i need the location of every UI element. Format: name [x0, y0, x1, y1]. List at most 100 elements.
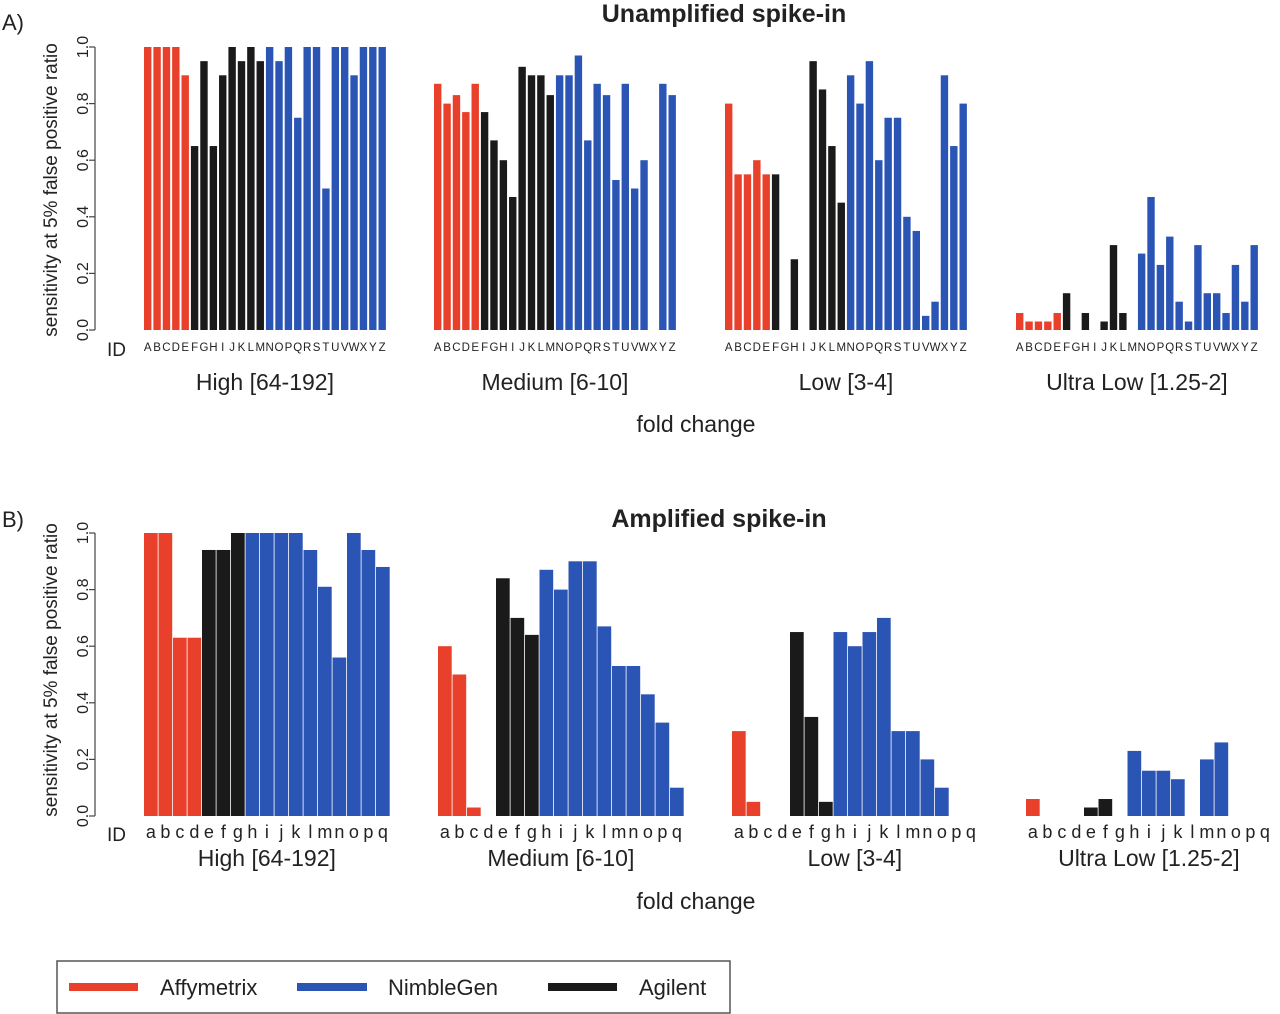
- panel-b-bar-2-m: [612, 666, 626, 816]
- panel-b-id-1-l: l: [308, 822, 312, 842]
- panel-b-id-4-i: i: [1147, 822, 1151, 842]
- panel-a-bar-3-H: [790, 259, 799, 330]
- panel-a-id-2-V: V: [631, 342, 639, 354]
- panel-a-id-4-Y: Y: [1241, 342, 1249, 354]
- panel-a-bar-3-P: [865, 61, 874, 331]
- panel-a-bar-1-B: [153, 47, 161, 330]
- panel-b-id-3-c: c: [763, 822, 772, 842]
- panel-a-bar-2-H: [499, 160, 508, 330]
- panel-b-ylabel: sensitivity at 5% false positive ratio: [41, 523, 62, 817]
- panel-a-bar-3-A: [725, 103, 733, 330]
- panel-a-bar-1-S: [312, 47, 321, 330]
- panel-a-bar-2-M: [546, 95, 554, 330]
- panel-a-id-2-A: A: [434, 342, 442, 354]
- panel-a-bar-2-V: [630, 188, 639, 330]
- panel-a-bar-2-G: [490, 140, 498, 330]
- panel-b-id-2-b: b: [454, 822, 464, 842]
- panel-b-id-2-q: q: [672, 822, 682, 842]
- panel-a-bar-4-L: [1119, 313, 1127, 330]
- panel-b-id-4-l: l: [1190, 822, 1194, 842]
- panel-a-bar-3-X: [940, 75, 949, 330]
- panel-a-bar-1-H: [209, 146, 218, 330]
- panel-a-id-1-A: A: [144, 342, 152, 354]
- panel-a-bar-3-M: [837, 202, 845, 330]
- panel-a-bar-2-K: [527, 75, 536, 330]
- panel-b-id-2-f: f: [515, 822, 521, 842]
- panel-a-bar-3-F: [771, 174, 780, 330]
- panel-a-bar-4-Y: [1241, 301, 1249, 330]
- panel-a-id-4-N: N: [1137, 342, 1145, 354]
- panel-a-id-4-B: B: [1025, 342, 1033, 354]
- panel-a-bar-1-T: [322, 188, 330, 330]
- legend-label-affymetrix: Affymetrix: [160, 975, 257, 1000]
- panel-a-id-4-X: X: [1232, 342, 1240, 354]
- panel-b-id-2-p: p: [657, 822, 667, 842]
- panel-b-bar-1-h: [245, 533, 260, 816]
- panel-b-bar-2-f: [510, 617, 525, 816]
- panel-a-bar-2-O: [565, 75, 573, 330]
- legend-item-nimblegen: NimbleGen: [297, 975, 498, 1000]
- panel-a-id-2-Y: Y: [659, 342, 667, 354]
- panel-b-bar-2-o: [641, 694, 655, 816]
- panel-a-bar-1-Y: [369, 47, 377, 330]
- panel-a-group-label-3: Low [3-4]: [799, 369, 894, 395]
- panel-a-group-low-3-4: A B C D E F G H I J K L M N O P Q R S T U V W X Y Z Low [3-4]: [725, 61, 967, 395]
- panel-a-bar-4-Q: [1166, 236, 1174, 330]
- panel-a-id-4-R: R: [1175, 342, 1183, 354]
- legend-label-agilent: Agilent: [639, 975, 706, 1000]
- panel-a-id-3-T: T: [903, 342, 910, 354]
- panel-a-bar-3-D: [753, 160, 761, 330]
- panel-b-bar-1-k: [289, 533, 303, 816]
- panel-b-bar-1-b: [158, 533, 173, 816]
- panel-a-id-2-D: D: [462, 342, 470, 354]
- panel-a-id-2-W: W: [639, 342, 650, 354]
- panel-a-id-2-R: R: [593, 342, 601, 354]
- panel-b-y-tick-label-5: 1.0: [75, 522, 92, 544]
- panel-a-group-label-1: High [64-192]: [196, 369, 334, 395]
- panel-b-id-3-h: h: [835, 822, 845, 842]
- panel-b-bar-4-k: [1171, 779, 1185, 816]
- panel-b-id-3-m: m: [905, 822, 920, 842]
- panel-b-bar-3-e: [790, 632, 804, 816]
- panel-b-y-tick-label-1: 0.2: [75, 748, 92, 770]
- panel-a-bar-3-V: [921, 315, 930, 330]
- panel-a-bar-3-L: [828, 146, 836, 330]
- panel-b-bar-1-g: [231, 533, 245, 816]
- panel-a-id-1-P: P: [285, 342, 293, 354]
- panel-a-id-1-G: G: [200, 342, 209, 354]
- panel-a-bar-2-C: [452, 95, 461, 330]
- panel-a-y-tick-label-0: 0.0: [75, 319, 92, 341]
- panel-b-id-4-e: e: [1086, 822, 1096, 842]
- panel-b-id-2-l: l: [602, 822, 606, 842]
- panel-a-id-3-D: D: [753, 342, 761, 354]
- panel-a-id-4-Z: Z: [1251, 342, 1258, 354]
- panel-a-bar-3-R: [884, 117, 892, 330]
- panel-a-id-4-Q: Q: [1165, 342, 1174, 354]
- panel-a-bar-2-N: [555, 75, 564, 330]
- panel-a-id-1-R: R: [303, 342, 311, 354]
- panel-a-bar-2-F: [480, 112, 489, 330]
- panel-a-bar-4-Z: [1250, 245, 1258, 330]
- panel-a-bar-3-B: [734, 174, 742, 330]
- panel-a-bar-1-V: [340, 47, 349, 330]
- panel-b-id-1-b: b: [160, 822, 170, 842]
- panel-a-bar-4-C: [1034, 321, 1043, 330]
- panel-b-id-2-c: c: [469, 822, 478, 842]
- panel-a-bar-1-Z: [378, 47, 386, 330]
- panel-a-bar-2-A: [434, 83, 442, 330]
- panel-a-bar-4-J: [1100, 321, 1108, 330]
- panel-a-id-4-S: S: [1185, 342, 1193, 354]
- panel-b-group-medium-6-10: a b c d e f g h i j k l m n o p q Medium [6-10]: [438, 561, 684, 871]
- panel-b-id-3-i: i: [853, 822, 857, 842]
- panel-a-bar-1-R: [303, 47, 311, 330]
- panel-a-id-1-B: B: [153, 342, 161, 354]
- panel-a-bar-1-J: [228, 47, 236, 330]
- panel-b-id-3-k: k: [879, 822, 889, 842]
- panel-b-id-3-g: g: [821, 822, 831, 842]
- panel-a-id-1-W: W: [349, 342, 360, 354]
- panel-b-id-4-b: b: [1042, 822, 1052, 842]
- panel-b-id-3-q: q: [966, 822, 976, 842]
- panel-b-id-1-d: d: [189, 822, 199, 842]
- panel-a-id-4-D: D: [1044, 342, 1052, 354]
- panel-b-id-1-e: e: [204, 822, 214, 842]
